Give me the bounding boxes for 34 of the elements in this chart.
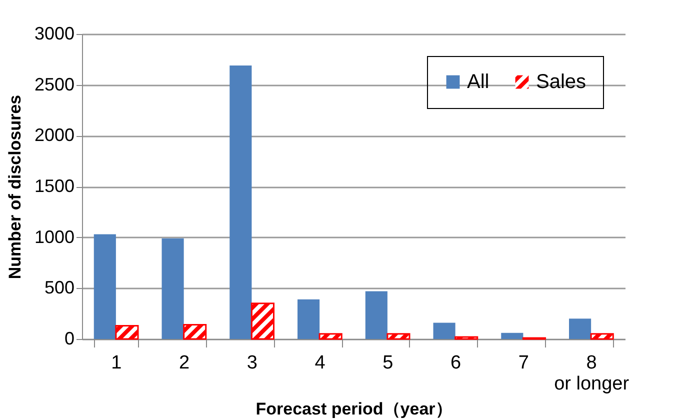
x-tick-label: 1 xyxy=(111,352,122,374)
bar xyxy=(162,238,184,339)
bar xyxy=(250,302,274,340)
x-tick-label: 3 xyxy=(246,352,258,374)
bar xyxy=(318,333,342,340)
x-tick-label: 8 or longer xyxy=(554,352,630,394)
y-tick-label: 1500 xyxy=(34,176,74,196)
x-tick-label: 6 xyxy=(450,352,462,374)
y-tick-label: 0 xyxy=(64,328,74,348)
bar xyxy=(501,332,524,339)
x-tick-label: 2 xyxy=(179,352,190,374)
bar xyxy=(298,299,320,339)
legend-label: All xyxy=(467,71,490,93)
bar xyxy=(433,322,456,339)
y-tick-label: 2500 xyxy=(34,74,74,94)
bar xyxy=(569,318,592,339)
bar xyxy=(230,66,252,339)
y-tick-label: 1000 xyxy=(34,226,74,247)
bar xyxy=(365,291,388,339)
x-tick-label: 7 xyxy=(518,352,529,374)
y-tick-label: 500 xyxy=(44,278,74,298)
bar xyxy=(94,234,116,339)
legend-label: Sales xyxy=(536,71,586,93)
y-tick-label: 3000 xyxy=(34,24,74,44)
bar xyxy=(386,333,410,340)
bar xyxy=(454,336,478,340)
bar xyxy=(183,324,207,340)
y-axis-title: Number of disclosures xyxy=(5,94,24,280)
x-tick-label: 5 xyxy=(382,352,394,374)
bar xyxy=(115,325,139,340)
x-tick-label: 4 xyxy=(314,352,326,374)
y-tick-label: 2000 xyxy=(34,125,74,146)
bar xyxy=(590,333,614,340)
x-axis-title: Forecast period（year） xyxy=(256,400,452,418)
